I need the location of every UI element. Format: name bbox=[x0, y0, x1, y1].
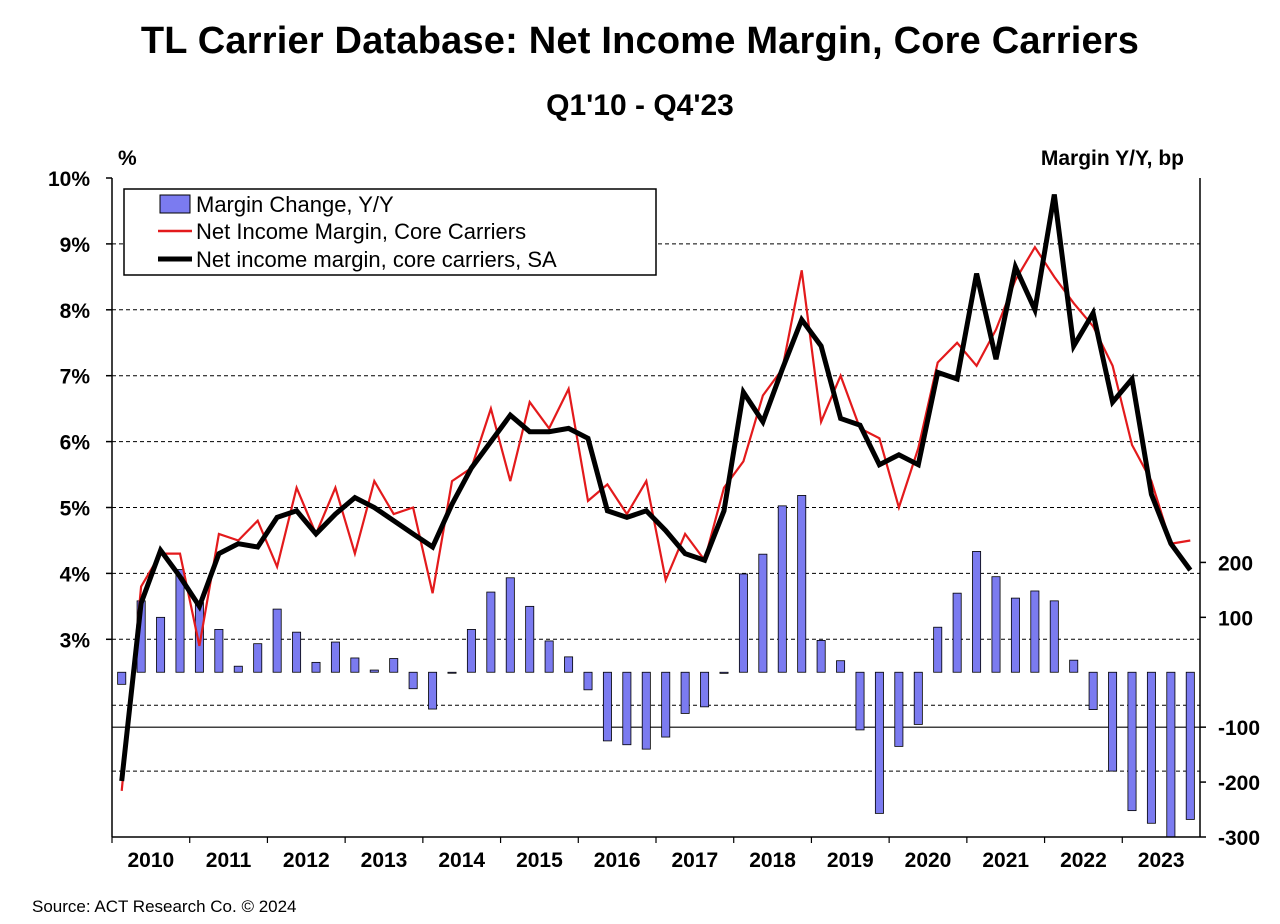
margin-change-bar bbox=[1010, 597, 1020, 673]
margin-change-bar bbox=[1146, 671, 1156, 824]
margin-change-bar bbox=[991, 576, 1001, 673]
margin-change-bar bbox=[1108, 671, 1118, 772]
margin-change-bar bbox=[719, 671, 729, 674]
chart-title: TL Carrier Database: Net Income Margin, … bbox=[140, 20, 1140, 62]
margin-change-bar bbox=[156, 616, 166, 673]
legend-bar-swatch bbox=[159, 194, 191, 214]
margin-change-bar bbox=[758, 553, 768, 673]
margin-change-bar bbox=[622, 671, 632, 746]
margin-change-bar bbox=[311, 661, 321, 673]
year-label: 2012 bbox=[283, 849, 330, 872]
margin-change-bar bbox=[1185, 671, 1195, 820]
right-tick-label: 100 bbox=[1218, 607, 1253, 630]
margin-change-bar bbox=[972, 551, 982, 673]
axes: 3% 4% 5% 6% 7% 8% 9% 10% 200 100 -100 -200 -300 2010 2… bbox=[48, 168, 1260, 872]
margin-change-bar bbox=[661, 671, 671, 738]
margin-change-bar bbox=[777, 505, 787, 673]
margin-change-bar bbox=[175, 569, 185, 673]
legend-label-bar: Margin Change, Y/Y bbox=[196, 192, 394, 217]
right-tick-label: -300 bbox=[1218, 827, 1260, 850]
legend-label-black-line: Net income margin, core carriers, SA bbox=[196, 247, 557, 272]
left-tick-label: 5% bbox=[60, 498, 91, 521]
margin-change-bar bbox=[330, 641, 340, 673]
year-label: 2018 bbox=[749, 849, 796, 872]
year-label: 2020 bbox=[905, 849, 952, 872]
margin-change-bar bbox=[1049, 600, 1059, 673]
left-tick-label: 8% bbox=[60, 300, 91, 323]
left-tick-label: 7% bbox=[60, 366, 91, 389]
margin-change-bar bbox=[933, 626, 943, 673]
net-income-margin-sa-line bbox=[119, 194, 1193, 782]
right-axis-unit-label: Margin Y/Y, bp bbox=[1041, 147, 1184, 170]
margin-change-bar bbox=[874, 671, 884, 814]
legend-label-red-line: Net Income Margin, Core Carriers bbox=[196, 219, 526, 244]
margin-change-bar bbox=[738, 573, 748, 673]
margin-change-bar bbox=[292, 631, 302, 673]
margin-change-bar bbox=[117, 671, 127, 685]
year-label: 2014 bbox=[438, 849, 485, 872]
margin-change-bar bbox=[816, 639, 826, 673]
margin-change-bar bbox=[836, 660, 846, 673]
margin-change-bar bbox=[486, 591, 496, 673]
margin-change-bar bbox=[583, 671, 593, 691]
margin-change-bar bbox=[1069, 659, 1079, 673]
margin-change-bar bbox=[1030, 590, 1040, 673]
left-tick-label: 10% bbox=[48, 168, 90, 191]
margin-change-bar bbox=[428, 671, 438, 710]
year-label: 2010 bbox=[127, 849, 174, 872]
year-label: 2013 bbox=[361, 849, 408, 872]
year-label: 2019 bbox=[827, 849, 874, 872]
margin-change-bar bbox=[602, 671, 612, 742]
margin-change-bar bbox=[466, 629, 476, 673]
margin-change-bar bbox=[700, 671, 710, 708]
margin-change-bar bbox=[641, 671, 651, 750]
right-tick-label: -100 bbox=[1218, 717, 1260, 740]
margin-change-bar bbox=[894, 671, 904, 747]
margin-change-bar bbox=[408, 671, 418, 690]
margin-change-bar bbox=[350, 657, 360, 673]
margin-change-bar bbox=[389, 658, 399, 673]
margin-change-bar bbox=[797, 495, 807, 673]
left-tick-label: 9% bbox=[60, 234, 91, 257]
year-label: 2017 bbox=[671, 849, 718, 872]
year-label: 2023 bbox=[1138, 849, 1185, 872]
margin-change-bar bbox=[505, 577, 515, 673]
margin-change-bar bbox=[233, 665, 243, 673]
chart-subtitle: Q1'10 - Q4'23 bbox=[546, 89, 734, 122]
left-tick-label: 3% bbox=[60, 629, 91, 652]
margin-change-bar bbox=[253, 643, 263, 673]
margin-change-bar bbox=[913, 671, 923, 725]
left-tick-label: 4% bbox=[60, 563, 91, 586]
margin-change-bar bbox=[525, 605, 535, 673]
margin-change-bar bbox=[272, 608, 282, 673]
margin-change-bar bbox=[214, 629, 224, 673]
year-label: 2016 bbox=[594, 849, 641, 872]
year-label: 2015 bbox=[516, 849, 563, 872]
margin-change-bar bbox=[564, 656, 574, 673]
margin-change-bar bbox=[369, 669, 379, 673]
margin-change-bar bbox=[952, 592, 962, 673]
margin-change-bar bbox=[1088, 671, 1098, 710]
left-axis-unit-label: % bbox=[118, 147, 137, 170]
left-tick-label: 6% bbox=[60, 432, 91, 455]
margin-change-bar bbox=[544, 640, 554, 673]
margin-change-bar bbox=[447, 671, 457, 674]
margin-lines bbox=[119, 194, 1193, 792]
margin-change-bar bbox=[680, 671, 690, 714]
right-tick-label: 200 bbox=[1218, 552, 1253, 575]
year-label: 2011 bbox=[206, 849, 252, 872]
source-note: Source: ACT Research Co. © 2024 bbox=[32, 897, 297, 916]
right-tick-label: -200 bbox=[1218, 772, 1260, 795]
legend-box bbox=[123, 188, 657, 276]
margin-change-bar bbox=[855, 671, 865, 731]
margin-change-bars bbox=[117, 495, 1195, 838]
grid-lines bbox=[112, 243, 1200, 772]
margin-change-bar bbox=[1166, 671, 1176, 838]
legend: Margin Change, Y/Y Net Income Margin, Co… bbox=[123, 188, 657, 276]
year-label: 2022 bbox=[1060, 849, 1107, 872]
margin-change-bar bbox=[1127, 671, 1137, 812]
year-label: 2021 bbox=[982, 849, 1029, 872]
